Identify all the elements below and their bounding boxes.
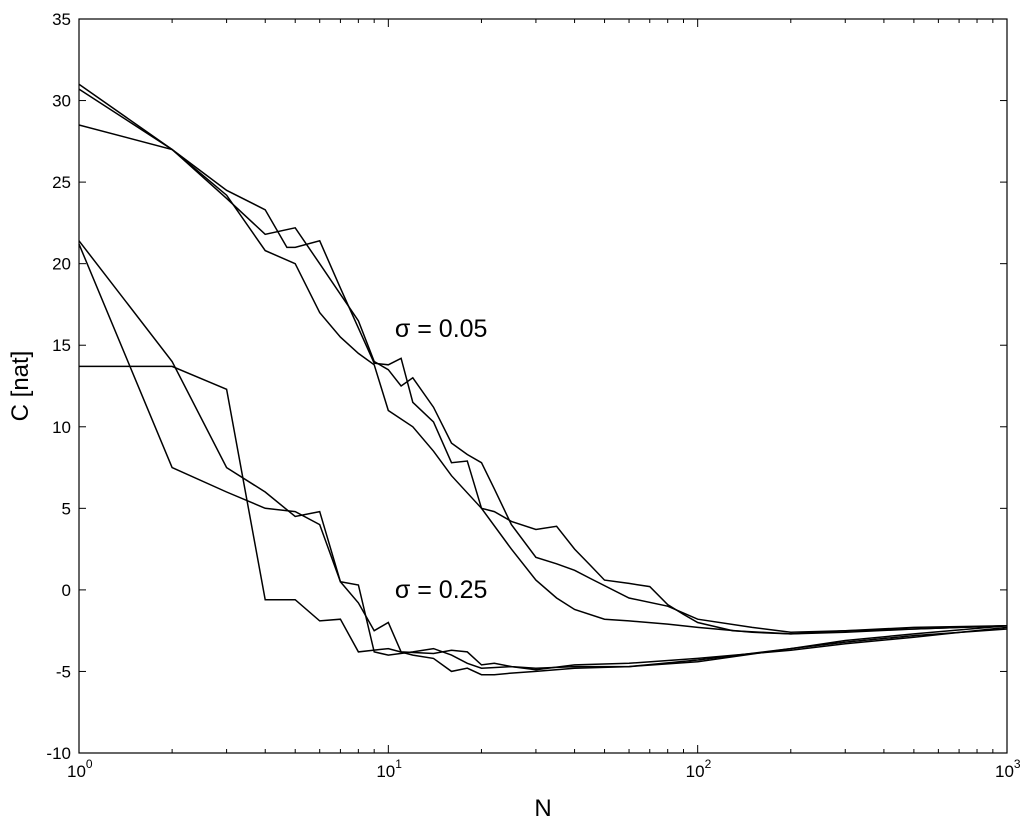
- x-tick-label: 102: [686, 757, 712, 781]
- ticks-layer: [78, 18, 1008, 754]
- y-tick-label: 35: [52, 10, 71, 29]
- series-line-5: [78, 243, 1008, 671]
- x-tick-label: 103: [995, 757, 1021, 781]
- series-line-4: [78, 240, 1008, 669]
- y-tick-label: 10: [52, 418, 71, 437]
- series-layer: [78, 83, 1008, 676]
- y-tick-label: -5: [56, 662, 71, 681]
- plot-frame: [78, 18, 1008, 754]
- y-tick-label: -10: [46, 744, 71, 763]
- y-tick-label: 25: [52, 173, 71, 192]
- tick-labels-layer: -10 -5 0 5 10 15 20 25 30 35 100 101 102 103: [46, 10, 1021, 781]
- annotation-label-1: σ = 0.05: [395, 315, 488, 343]
- y-tick-label: 30: [52, 92, 71, 111]
- annotation-label-2: σ = 0.25: [395, 576, 488, 604]
- series-line-6: [79, 365, 1008, 676]
- x-tick-label: 100: [67, 757, 93, 781]
- series-line-3: [78, 124, 1008, 635]
- y-tick-label: 20: [52, 255, 71, 274]
- y-tick-label: 5: [62, 499, 71, 518]
- x-tick-label: 101: [376, 757, 402, 781]
- annotation-layer: σ = 0.05 σ = 0.25: [395, 315, 488, 604]
- series-line-2: [78, 88, 1008, 634]
- series-line-1: [78, 83, 1008, 635]
- y-axis-title: C [nat]: [7, 351, 34, 422]
- x-axis-title: N: [534, 795, 551, 822]
- y-tick-label: 15: [52, 336, 71, 355]
- y-tick-label: 0: [62, 581, 71, 600]
